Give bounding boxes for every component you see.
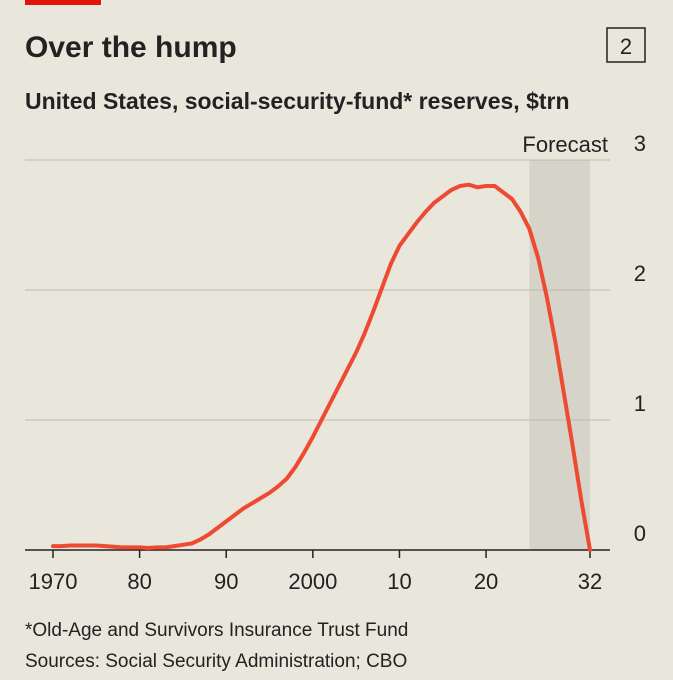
x-tick-label: 90	[214, 569, 238, 594]
x-tick-label: 2000	[288, 569, 337, 594]
x-tick-label: 32	[578, 569, 602, 594]
footnote: *Old-Age and Survivors Insurance Trust F…	[25, 620, 408, 641]
chart-subtitle: United States, social-security-fund* res…	[25, 88, 570, 114]
y-tick-label: 2	[634, 261, 646, 286]
x-tick-label: 10	[387, 569, 411, 594]
chart-title: Over the hump	[25, 31, 237, 64]
brand-bar	[25, 0, 101, 5]
y-tick-label: 0	[634, 521, 646, 546]
source: Sources: Social Security Administration;…	[25, 651, 407, 672]
chart-number: 2	[620, 34, 632, 59]
chart-number-box	[606, 27, 646, 63]
forecast-label: Forecast	[522, 132, 608, 157]
y-tick-label: 3	[634, 131, 646, 156]
data-line	[51, 182, 592, 552]
y-tick-label: 1	[634, 391, 646, 416]
x-tick-label: 20	[474, 569, 498, 594]
x-tick-label: 1970	[29, 569, 78, 594]
x-tick-label: 80	[127, 569, 151, 594]
